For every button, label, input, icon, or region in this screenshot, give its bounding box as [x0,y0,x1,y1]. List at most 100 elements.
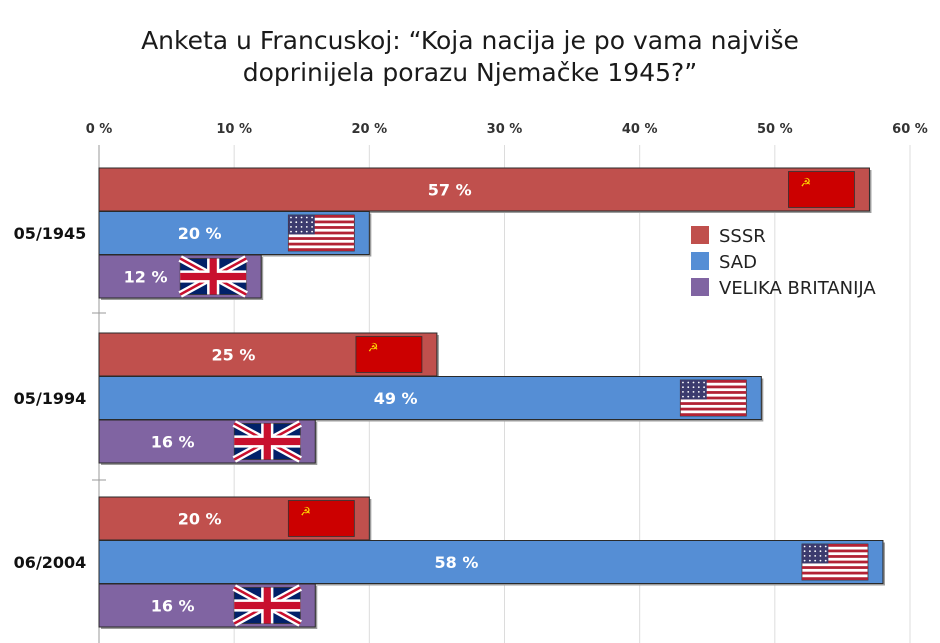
flag-star [814,559,817,562]
flag-star [697,395,700,398]
flag-star [808,550,811,553]
flag-stripe [801,566,868,569]
flag-stripe [288,248,355,251]
flag-stripe [288,231,355,235]
chart-title-line-1: Anketa u Francuskoj: “Koja nacija je po … [141,26,799,55]
x-tick-label: 60 % [892,122,928,137]
flag-star [687,381,690,384]
flag-stripe [680,391,747,394]
flag-star [290,230,292,233]
data-label: 12 % [124,268,168,287]
data-label: 25 % [212,346,256,365]
flag-cross-red [234,601,301,610]
legend-label: SSSR [719,226,766,247]
flag-star [803,550,806,553]
flag-star [697,386,700,389]
legend-label: SAD [719,252,757,273]
flag-star [692,395,695,398]
flag-star [300,221,303,224]
flag-star [295,226,298,228]
flag-stripe [680,380,747,383]
flag-star [824,559,827,562]
flag-star [290,216,292,219]
ussr-flag-icon: ☭ [287,500,355,537]
flag-star [295,230,298,233]
flag-star [311,226,313,228]
flag-star [697,391,700,393]
flag-star [803,559,806,562]
flag-star [819,559,822,562]
flag-star [300,230,303,233]
hammer-sickle-mark: ☭ [300,505,311,519]
flag-star [687,395,690,398]
flag-stripe [801,544,868,547]
flag-star [819,555,822,557]
data-label: 49 % [374,389,418,408]
x-tick-label: 40 % [622,122,658,137]
flag-stripe [801,571,868,575]
x-tick-label: 30 % [487,122,523,137]
flag-stripe [801,560,868,564]
x-tick-label: 0 % [86,122,113,137]
flag-stripe [288,237,355,240]
bar [98,540,884,584]
flag-star [687,391,690,393]
flag-star [808,559,811,562]
flag-field [788,171,855,208]
data-label: 16 % [151,597,195,616]
flag-canton [801,544,829,564]
flag-star [682,386,684,389]
category-label: 06/2004 [14,553,87,572]
flag-star [692,381,695,384]
flag-star [697,381,700,384]
flag-star [305,226,308,228]
flag-star [814,555,817,557]
category-label: 05/1945 [14,224,87,243]
flag-star [803,555,806,557]
data-label: 16 % [151,433,195,452]
uk-flag-icon [232,420,302,463]
flag-star [703,395,705,398]
x-tick-label: 20 % [352,122,388,137]
x-tick-label: 10 % [216,122,252,137]
flag-star [703,386,705,389]
flag-field [355,336,423,373]
data-label: 58 % [435,553,479,572]
flag-stripe [680,413,747,416]
flag-star [687,386,690,389]
flag-star [814,545,817,548]
flag-star [311,221,313,224]
flag-cross-red [180,272,247,281]
data-label: 20 % [178,510,222,529]
flag-star [703,391,705,393]
ussr-flag-icon: ☭ [788,171,855,208]
usa-flag-icon [679,379,747,417]
flag-star [300,216,303,219]
flag-stripe [680,407,747,411]
flag-star [824,555,827,557]
flag-stripe [288,215,355,218]
bar [98,376,762,420]
data-label: 20 % [178,224,222,243]
usa-flag-icon [287,214,355,252]
flag-star [692,386,695,389]
flag-star [682,381,684,384]
flag-star [295,216,298,219]
flag-star [703,381,705,384]
hammer-sickle-mark: ☭ [368,341,379,355]
flag-star [824,545,827,548]
flag-stripe [288,226,355,229]
hammer-sickle-mark: ☭ [800,176,811,190]
flag-star [290,221,292,224]
flag-star [290,226,292,228]
flag-star [311,230,313,233]
flag-stripe [288,220,355,224]
flag-star [692,391,695,393]
flag-stripe [801,577,868,580]
usa-flag-icon [801,543,869,581]
legend-swatch [691,278,709,296]
flag-star [814,550,817,553]
flag-star [305,216,308,219]
flag-stripe [680,402,747,405]
